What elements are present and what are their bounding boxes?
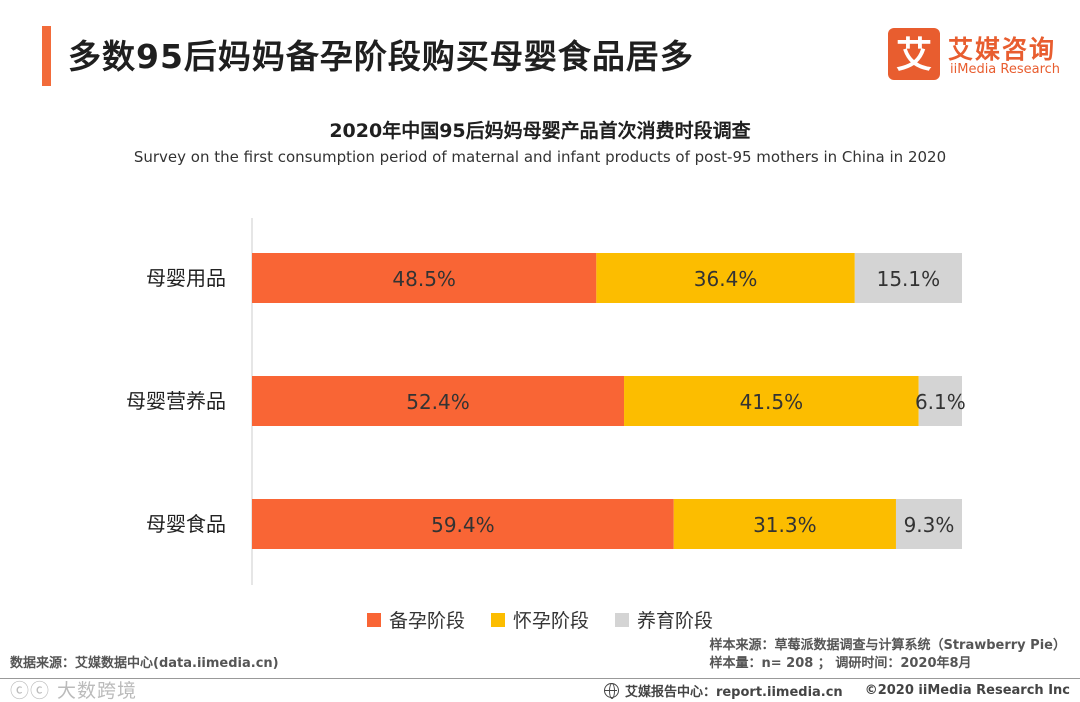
legend-item-2: 养育阶段 xyxy=(615,606,713,633)
sample-info-block: 样本来源：草莓派数据调查与计算系统（Strawberry Pie） 样本量：n=… xyxy=(709,637,1066,673)
stacked-bar-chart: 母婴用品 48.5% 36.4% 15.1% 母婴营养品 52.4% 41.5% 6.1% 母婴… xyxy=(126,218,966,585)
data-label-1-2: 6.1% xyxy=(915,390,966,414)
logo-mark-text: 艾 xyxy=(896,35,932,76)
data-source: 数据来源：艾媒数据中心(data.iimedia.cn) xyxy=(10,656,279,671)
watermark: ⓒⓒ 大数跨境 xyxy=(10,680,138,702)
chart-title: 2020年中国95后妈妈母婴产品首次消费时段调查 xyxy=(329,120,751,142)
chart-subtitle: Survey on the first consumption period o… xyxy=(133,148,947,166)
data-label-1-0: 52.4% xyxy=(406,390,470,414)
copyright: ©2020 iiMedia Research Inc xyxy=(864,683,1070,698)
bar-segment-2-2 xyxy=(895,499,962,549)
bar-segment-0-2 xyxy=(854,253,962,303)
page-headline: 多数95后妈妈备孕阶段购买母婴食品居多 xyxy=(68,37,694,76)
logo-name-cn: 艾媒咨询 xyxy=(948,35,1057,64)
data-label-2-1: 31.3% xyxy=(753,513,817,537)
footer-credits: 艾媒报告中心：report.iimedia.cn ©2020 iiMedia R… xyxy=(603,681,1070,700)
legend-swatch-2 xyxy=(615,612,629,627)
bar-segment-1-0 xyxy=(252,376,625,426)
legend-label-1: 怀孕阶段 xyxy=(512,610,589,632)
category-label-2: 母婴食品 xyxy=(146,512,226,536)
bar-segment-0-0 xyxy=(252,253,597,303)
headline-accent-bar xyxy=(42,26,51,86)
bar-segment-0-1 xyxy=(596,253,855,303)
logo-mark-icon: 艾 xyxy=(888,28,940,80)
data-label-2-0: 59.4% xyxy=(431,513,495,537)
category-label-0: 母婴用品 xyxy=(146,266,226,290)
legend-label-2: 养育阶段 xyxy=(637,610,714,632)
legend-item-0: 备孕阶段 xyxy=(366,606,465,633)
data-label-0-1: 36.4% xyxy=(694,267,758,291)
report-center-link[interactable]: 艾媒报告中心：report.iimedia.cn xyxy=(624,685,843,700)
data-label-2-2: 9.3% xyxy=(904,513,955,537)
data-label-1-1: 41.5% xyxy=(740,390,804,414)
bar-segment-2-1 xyxy=(673,499,896,549)
bar-segment-2-0 xyxy=(252,499,674,549)
data-label-0-0: 48.5% xyxy=(392,267,456,291)
bar-segment-1-1 xyxy=(624,376,919,426)
sample-size-date: 样本量：n= 208 ； 调研时间：2020年8月 xyxy=(709,656,972,671)
data-label-0-2: 15.1% xyxy=(877,267,941,291)
legend-swatch-0 xyxy=(366,612,381,627)
legend-label-0: 备孕阶段 xyxy=(388,610,465,632)
footer-divider xyxy=(0,678,1080,679)
legend-swatch-1 xyxy=(490,612,505,627)
globe-icon xyxy=(603,683,619,699)
logo-mark: 艾 xyxy=(888,28,940,80)
category-label-1: 母婴营养品 xyxy=(126,389,226,413)
legend-item-1: 怀孕阶段 xyxy=(490,606,589,633)
chart-legend: 备孕阶段 怀孕阶段 养育阶段 xyxy=(0,606,1080,633)
iimedia-logo: 艾 艾媒咨询 iiMedia Research xyxy=(888,28,1068,82)
bar-segment-1-2 xyxy=(918,376,962,426)
logo-name-en: iiMedia Research xyxy=(950,62,1061,77)
sample-source: 样本来源：草莓派数据调查与计算系统（Strawberry Pie） xyxy=(709,638,1066,653)
